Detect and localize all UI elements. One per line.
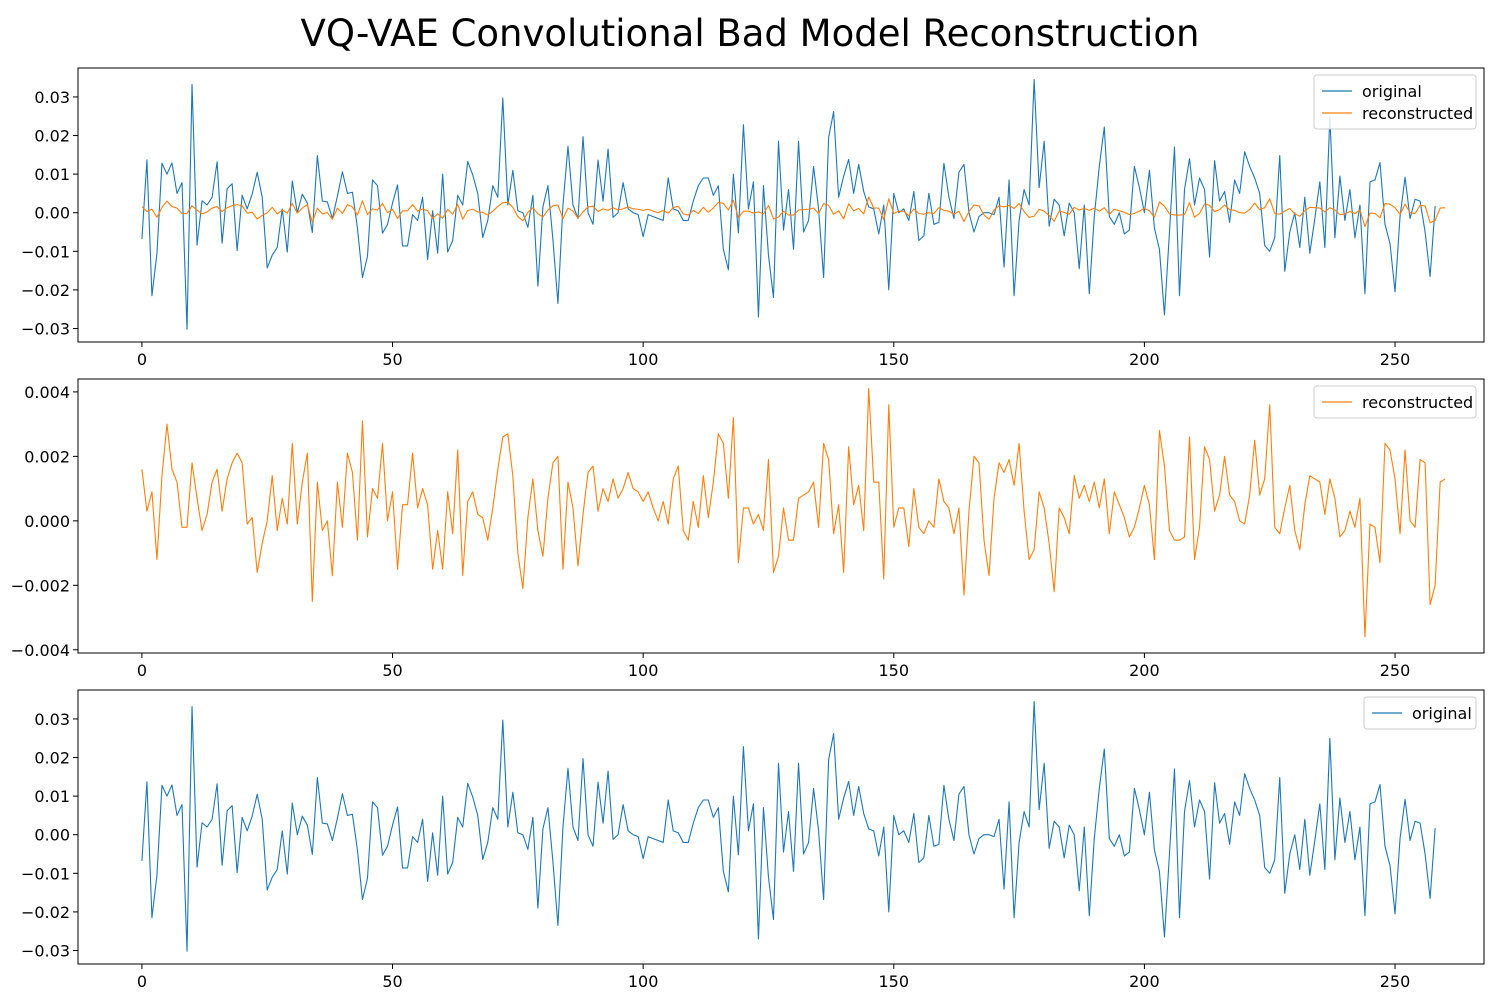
y-tick-label: −0.01 bbox=[21, 242, 70, 261]
y-tick-label: 0.004 bbox=[24, 383, 70, 402]
y-tick-label: 0.02 bbox=[34, 127, 70, 146]
legend-box bbox=[1313, 74, 1477, 130]
y-tick-label: −0.03 bbox=[21, 319, 70, 338]
x-tick-label: 200 bbox=[1129, 661, 1160, 680]
axes-frame bbox=[77, 67, 1485, 343]
x-tick-label: 250 bbox=[1380, 350, 1411, 369]
y-tick-label: −0.002 bbox=[11, 576, 70, 595]
legend-label-reconstructed: reconstructed bbox=[1362, 104, 1473, 123]
x-tick-label: 250 bbox=[1380, 972, 1411, 991]
x-tick-label: 100 bbox=[628, 350, 659, 369]
y-tick-label: 0.01 bbox=[34, 165, 70, 184]
series-line-reconstructed bbox=[141, 388, 1446, 638]
x-tick-label: 100 bbox=[628, 972, 659, 991]
y-tick-label: −0.02 bbox=[21, 281, 70, 300]
legend-label-original: original bbox=[1412, 704, 1472, 723]
legend: reconstructed bbox=[1313, 385, 1477, 419]
y-tick-label: 0.03 bbox=[34, 88, 70, 107]
figure-title: VQ-VAE Convolutional Bad Model Reconstru… bbox=[300, 12, 1200, 55]
series-line-original bbox=[141, 701, 1436, 952]
legend-box bbox=[1313, 385, 1477, 419]
x-tick-label: 50 bbox=[382, 661, 402, 680]
y-tick-label: 0.01 bbox=[34, 787, 70, 806]
x-tick-label: 200 bbox=[1129, 972, 1160, 991]
plot-area bbox=[141, 701, 1436, 952]
x-tick-label: 50 bbox=[382, 972, 402, 991]
y-tick-label: 0.00 bbox=[34, 204, 70, 223]
x-tick-label: 250 bbox=[1380, 661, 1411, 680]
y-tick-label: 0.000 bbox=[24, 512, 70, 531]
series-line-reconstructed bbox=[141, 196, 1446, 228]
x-tick-label: 0 bbox=[137, 972, 147, 991]
y-tick-label: 0.00 bbox=[34, 826, 70, 845]
y-tick-label: −0.01 bbox=[21, 864, 70, 883]
x-tick-label: 0 bbox=[137, 661, 147, 680]
x-tick-label: 0 bbox=[137, 350, 147, 369]
legend-label-original: original bbox=[1362, 82, 1422, 101]
x-tick-label: 50 bbox=[382, 350, 402, 369]
x-tick-label: 200 bbox=[1129, 350, 1160, 369]
plot-area bbox=[141, 79, 1446, 330]
legend: original bbox=[1363, 696, 1477, 730]
subplot-1: 0 50 100 150 200 250 −0.03 −0.02 −0.01 0.00 0.01 0.… bbox=[21, 67, 1485, 369]
axes-frame bbox=[77, 378, 1485, 654]
legend: original reconstructed bbox=[1313, 74, 1477, 130]
y-tick-label: 0.03 bbox=[34, 710, 70, 729]
y-tick-label: −0.02 bbox=[21, 903, 70, 922]
legend-label-reconstructed: reconstructed bbox=[1362, 393, 1473, 412]
y-tick-label: 0.002 bbox=[24, 447, 70, 466]
series-line-original bbox=[141, 79, 1436, 330]
y-tick-label: 0.02 bbox=[34, 749, 70, 768]
x-tick-label: 150 bbox=[879, 661, 910, 680]
plot-area bbox=[141, 388, 1446, 638]
subplot-2: 0 50 100 150 200 250 −0.004 −0.002 0.000 0.002 0.0… bbox=[11, 378, 1485, 680]
subplot-3: 0 50 100 150 200 250 −0.03 −0.02 −0.01 0.00 0.01 0.… bbox=[21, 689, 1485, 991]
x-tick-label: 100 bbox=[628, 661, 659, 680]
y-tick-label: −0.004 bbox=[11, 641, 70, 660]
x-tick-label: 150 bbox=[879, 972, 910, 991]
axes-frame bbox=[77, 689, 1485, 965]
legend-box bbox=[1363, 696, 1477, 730]
x-tick-label: 150 bbox=[879, 350, 910, 369]
y-tick-label: −0.03 bbox=[21, 941, 70, 960]
